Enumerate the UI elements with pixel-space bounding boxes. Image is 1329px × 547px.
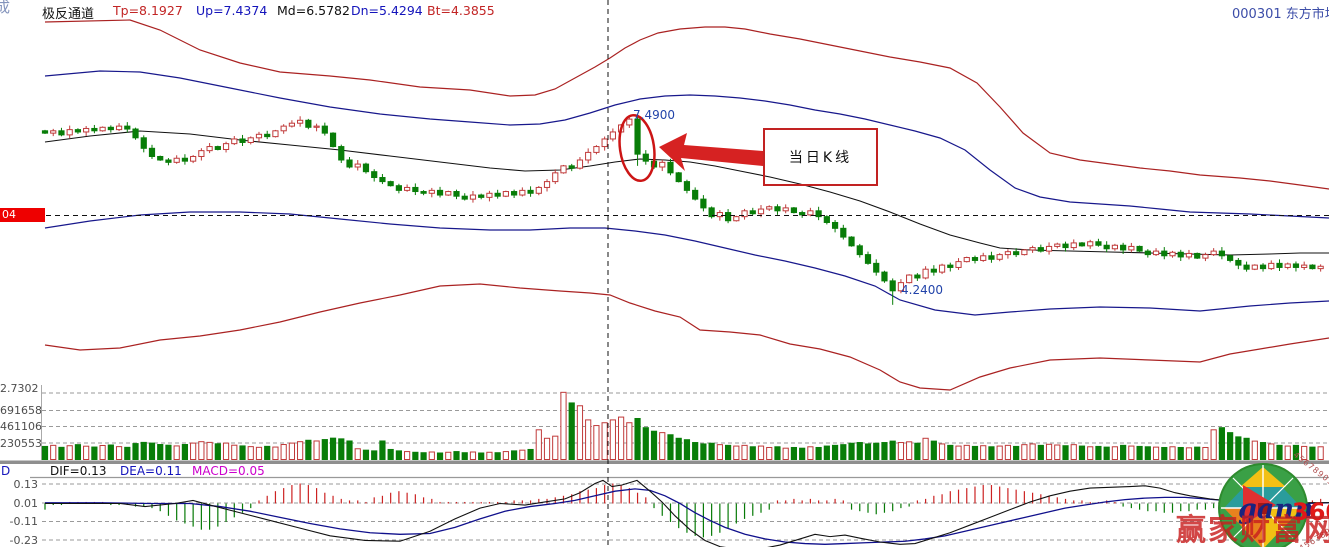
gann-logo-text: gann [1238,494,1314,525]
corner-watermark-fragment: 成 [0,0,11,16]
site-watermark: 赢家财富网 [1176,513,1329,547]
price-axis-tag: 04 [0,208,45,222]
stock-code-title: 000301 东方市场 [1232,7,1329,22]
macd-panel-label: D [1,464,11,478]
crosshair [46,0,1329,546]
macd-tick-n023: -0.23 [9,534,38,547]
macd-tick-n011: -0.11 [9,515,38,528]
volume-tick-1: 230553 [0,437,42,450]
up-value: Up=7.4374 [196,3,268,18]
gann360-logo [1218,463,1308,547]
macd-value: MACD=0.05 [192,464,265,478]
arrow-icon [659,133,763,171]
grid [0,385,1329,541]
price-bottom-tick: 2.7302 [0,382,39,395]
candles [41,115,1324,305]
annotation-box: 当日K线 [763,128,878,186]
macd-plot [44,479,1329,547]
macd-tick-001: 0.01 [13,497,39,510]
bt-value: Bt=4.3855 [427,3,495,18]
volume-tick-2: 461106 [0,420,42,433]
dn-value: Dn=5.4294 [351,3,423,18]
annotation-highlight [618,113,763,183]
channel-lines [44,19,1329,391]
volume-tick-3: 691658 [0,404,42,417]
highlight-ellipse [618,113,656,183]
md-value: Md=6.5782 [277,3,350,18]
high-price-label: 7.4900 [633,108,675,122]
low-price-label: 4.2400 [901,283,943,297]
indicator-name: 极反通道 [42,7,95,22]
macd-tick-013: 0.13 [13,478,39,491]
annotation-label: 当日K线 [788,150,853,166]
dea-value: DEA=0.11 [120,464,182,478]
gann-360-text: 360 [1292,498,1329,526]
tp-value: Tp=8.1927 [113,3,183,18]
dif-value: DIF=0.13 [50,464,107,478]
volume-bars [41,391,1324,461]
